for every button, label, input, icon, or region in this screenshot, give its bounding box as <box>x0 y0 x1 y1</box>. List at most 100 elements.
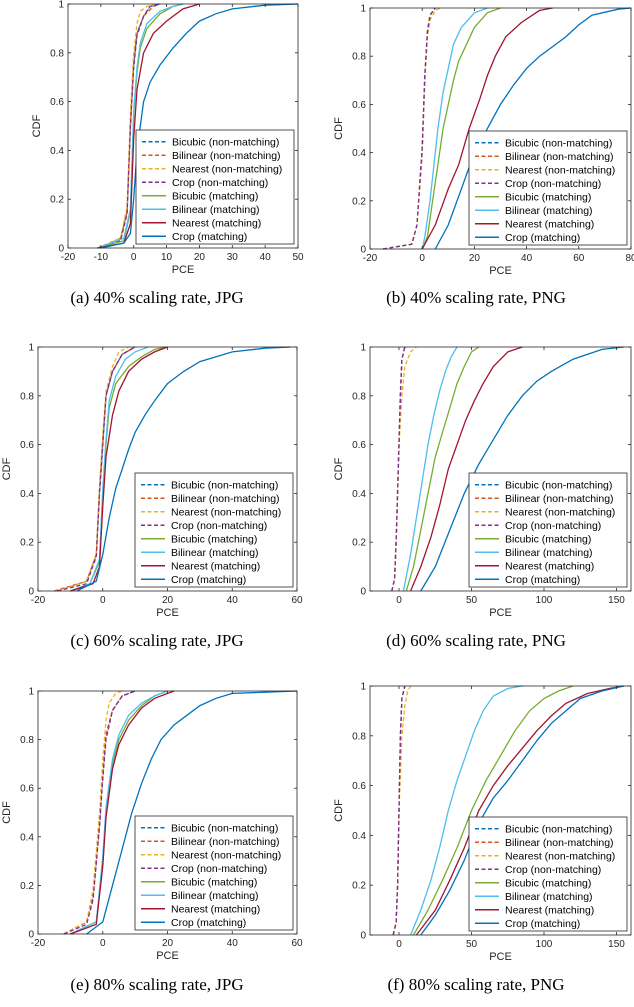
x-tick-label: 0 <box>419 253 425 264</box>
x-tick-label: 150 <box>608 595 625 606</box>
x-tick-label: 30 <box>227 252 239 263</box>
legend-entry-crop-non-matching: Crop (non-matching) <box>172 177 268 189</box>
legend-entry-bicubic-matching: Bicubic (matching) <box>171 533 257 545</box>
x-tick-label: 20 <box>194 252 206 263</box>
x-tick-label: 0 <box>131 252 137 263</box>
legend-box <box>468 816 628 932</box>
legend-entry-crop-non-matching: Crop (non-matching) <box>505 520 601 532</box>
legend-entry-crop-non-matching: Crop (non-matching) <box>505 864 601 876</box>
legend-entry-crop-matching: Crop (matching) <box>171 917 246 929</box>
legend-entry-nearest-matching: Nearest (matching) <box>172 217 261 229</box>
x-tick-label: 60 <box>291 938 303 949</box>
panel-b: -20 0 20 40 60 8000.20.40.60.81PCECDFBicubic … <box>333 4 634 278</box>
panel-a: -20 -10 0 10 20 30 40 50 0 0.2 0.4 0.6 0.8 1 PCE CDF Bic… <box>31 0 304 276</box>
series-line-nearest-matching <box>97 3 200 249</box>
y-tick-label: 0.6 <box>352 100 366 111</box>
y-tick-label: 0.8 <box>352 391 366 402</box>
legend-entry-nearest-non-matching: Nearest (non-matching) <box>172 163 282 175</box>
y-tick-label: 0.6 <box>20 784 34 795</box>
y-tick-label: 0.6 <box>352 781 366 792</box>
x-tick-label: 60 <box>291 595 303 606</box>
legend: Bicubic (non-matching) Bilinear (non-matc… <box>134 815 294 931</box>
x-axis-label: PCE <box>489 607 512 619</box>
legend-entry-nearest-non-matching: Nearest (non-matching) <box>505 164 615 176</box>
y-tick-label: 0 <box>360 587 366 598</box>
series-line-crop-non-matching <box>382 7 436 250</box>
series-line-nearest-matching <box>415 685 624 936</box>
y-axis-label: CDF <box>1 457 13 480</box>
x-tick-label: -10 <box>94 252 109 263</box>
y-tick-label: 0.8 <box>20 391 34 402</box>
series-line-nearest-matching <box>70 690 175 935</box>
legend-entry-nearest-non-matching: Nearest (non-matching) <box>505 506 615 518</box>
legend-entry-crop-matching: Crop (matching) <box>505 232 580 244</box>
legend-entry-bilinear-non-matching: Bilinear (non-matching) <box>505 837 614 849</box>
series-line-nearest-non-matching <box>57 346 129 592</box>
axes-box <box>369 685 632 936</box>
x-tick-label: 50 <box>466 595 478 606</box>
series-line-bilinear-matching <box>402 346 458 592</box>
x-tick-label: 100 <box>536 939 553 950</box>
legend-entry-nearest-matching: Nearest (matching) <box>505 218 594 230</box>
legend: Bicubic (non-matching) Bilinear (non-matc… <box>468 816 628 932</box>
y-tick-label: 0.2 <box>50 195 64 206</box>
axes-box <box>369 7 632 250</box>
y-tick-label: 0.4 <box>50 146 64 157</box>
x-axis-label: PCE <box>172 264 195 276</box>
y-tick-label: 0.8 <box>352 52 366 63</box>
series-line-crop-matching <box>100 3 299 249</box>
caption-a: (a) 40% scaling rate, JPG <box>70 288 243 307</box>
legend-entry-bilinear-matching: Bilinear (matching) <box>505 547 593 559</box>
series-line-crop-matching <box>420 346 624 592</box>
legend-box <box>468 130 628 246</box>
y-tick-label: 1 <box>28 687 34 698</box>
x-tick-label: 60 <box>573 253 585 264</box>
axes-box <box>67 3 299 249</box>
x-tick-label: 150 <box>608 939 625 950</box>
y-tick-label: 1 <box>360 4 366 15</box>
y-tick-label: 0.4 <box>352 489 366 500</box>
x-tick-label: 0 <box>100 938 106 949</box>
legend-entry-bicubic-non-matching: Bicubic (non-matching) <box>505 137 612 149</box>
x-axis-label: PCE <box>489 265 512 277</box>
x-tick-label: 100 <box>536 595 553 606</box>
series-line-crop-non-matching <box>57 346 136 592</box>
y-tick-label: 0.4 <box>352 148 366 159</box>
x-tick-label: 10 <box>161 252 173 263</box>
series-line-crop-matching <box>76 346 291 592</box>
legend-entry-bilinear-non-matching: Bilinear (non-matching) <box>172 150 281 162</box>
y-tick-label: 0 <box>28 930 34 941</box>
series-line-nearest-matching <box>70 346 168 592</box>
x-tick-label: 40 <box>227 938 239 949</box>
caption-e: (e) 80% scaling rate, JPG <box>70 975 243 994</box>
legend-entry-nearest-matching: Nearest (matching) <box>505 560 594 572</box>
legend-entry-bicubic-matching: Bicubic (matching) <box>172 190 258 202</box>
series-line-nearest-matching <box>410 346 523 592</box>
x-tick-label: 50 <box>466 939 478 950</box>
y-tick-label: 0.8 <box>352 731 366 742</box>
x-tick-label: 0 <box>396 595 402 606</box>
y-tick-label: 1 <box>360 682 366 693</box>
legend-entry-bicubic-non-matching: Bicubic (non-matching) <box>172 136 279 148</box>
x-tick-label: 0 <box>396 939 402 950</box>
caption-f: (f) 80% scaling rate, PNG <box>387 975 564 994</box>
y-axis-label: CDF <box>31 114 43 137</box>
y-axis-label: CDF <box>333 117 345 140</box>
series-line-crop-matching <box>434 7 632 250</box>
y-tick-label: 1 <box>58 0 64 11</box>
x-tick-label: 0 <box>100 595 106 606</box>
y-tick-label: 0.6 <box>20 440 34 451</box>
legend-box <box>135 129 295 245</box>
legend-entry-bilinear-non-matching: Bilinear (non-matching) <box>505 151 614 163</box>
legend: Bicubic (non-matching) Bilinear (non-matc… <box>135 129 295 245</box>
series-line-bilinear-matching <box>409 685 523 936</box>
legend-entry-nearest-matching: Nearest (matching) <box>171 560 260 572</box>
y-tick-label: 0 <box>360 245 366 256</box>
legend-entry-bilinear-non-matching: Bilinear (non-matching) <box>505 493 614 505</box>
y-tick-label: 0.2 <box>352 881 366 892</box>
legend-entry-bilinear-matching: Bilinear (matching) <box>171 890 259 902</box>
legend-entry-bicubic-non-matching: Bicubic (non-matching) <box>171 822 278 834</box>
